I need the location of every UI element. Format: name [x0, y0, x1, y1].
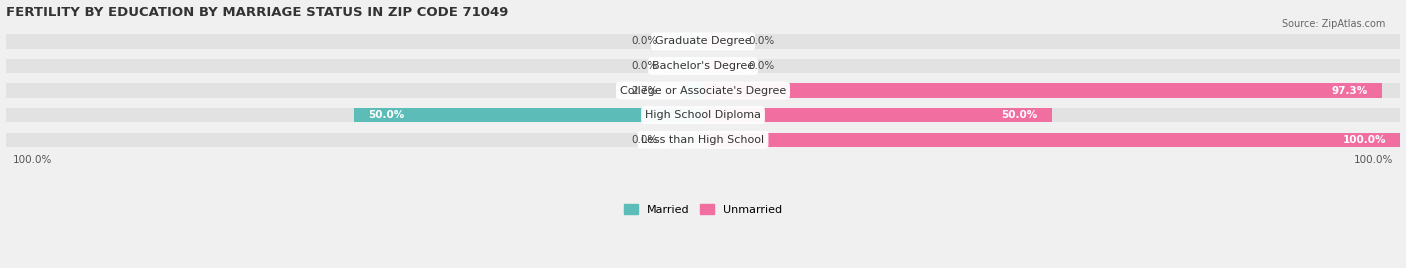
- Text: 0.0%: 0.0%: [631, 135, 658, 145]
- Bar: [6, 133, 703, 147]
- Bar: [6, 59, 703, 73]
- Text: FERTILITY BY EDUCATION BY MARRIAGE STATUS IN ZIP CODE 71049: FERTILITY BY EDUCATION BY MARRIAGE STATU…: [6, 6, 508, 18]
- Text: 2.7%: 2.7%: [631, 85, 658, 96]
- Bar: [703, 133, 1400, 147]
- Text: Graduate Degree: Graduate Degree: [655, 36, 751, 46]
- Text: 100.0%: 100.0%: [1343, 135, 1386, 145]
- Bar: [6, 83, 703, 98]
- Bar: [703, 59, 738, 73]
- Text: 50.0%: 50.0%: [1001, 110, 1038, 120]
- Text: 0.0%: 0.0%: [631, 36, 658, 46]
- Bar: [703, 133, 1400, 147]
- Bar: [668, 133, 703, 147]
- Text: 100.0%: 100.0%: [13, 154, 52, 165]
- Text: High School Diploma: High School Diploma: [645, 110, 761, 120]
- Bar: [703, 34, 1400, 49]
- Text: 50.0%: 50.0%: [368, 110, 405, 120]
- Text: Bachelor's Degree: Bachelor's Degree: [652, 61, 754, 71]
- Text: Less than High School: Less than High School: [641, 135, 765, 145]
- Bar: [6, 34, 703, 49]
- Text: 100.0%: 100.0%: [1354, 154, 1393, 165]
- Bar: [703, 59, 1400, 73]
- Bar: [6, 108, 703, 122]
- Text: College or Associate's Degree: College or Associate's Degree: [620, 85, 786, 96]
- Bar: [668, 59, 703, 73]
- Bar: [354, 108, 703, 122]
- Bar: [703, 83, 1400, 98]
- Bar: [703, 108, 1052, 122]
- Legend: Married, Unmarried: Married, Unmarried: [620, 200, 786, 219]
- Bar: [668, 34, 703, 49]
- Bar: [703, 108, 1400, 122]
- Text: 97.3%: 97.3%: [1331, 85, 1368, 96]
- Bar: [685, 83, 703, 98]
- Bar: [703, 34, 738, 49]
- Text: 0.0%: 0.0%: [631, 61, 658, 71]
- Text: Source: ZipAtlas.com: Source: ZipAtlas.com: [1281, 19, 1385, 29]
- Text: 0.0%: 0.0%: [748, 61, 775, 71]
- Bar: [703, 83, 1382, 98]
- Text: 0.0%: 0.0%: [748, 36, 775, 46]
